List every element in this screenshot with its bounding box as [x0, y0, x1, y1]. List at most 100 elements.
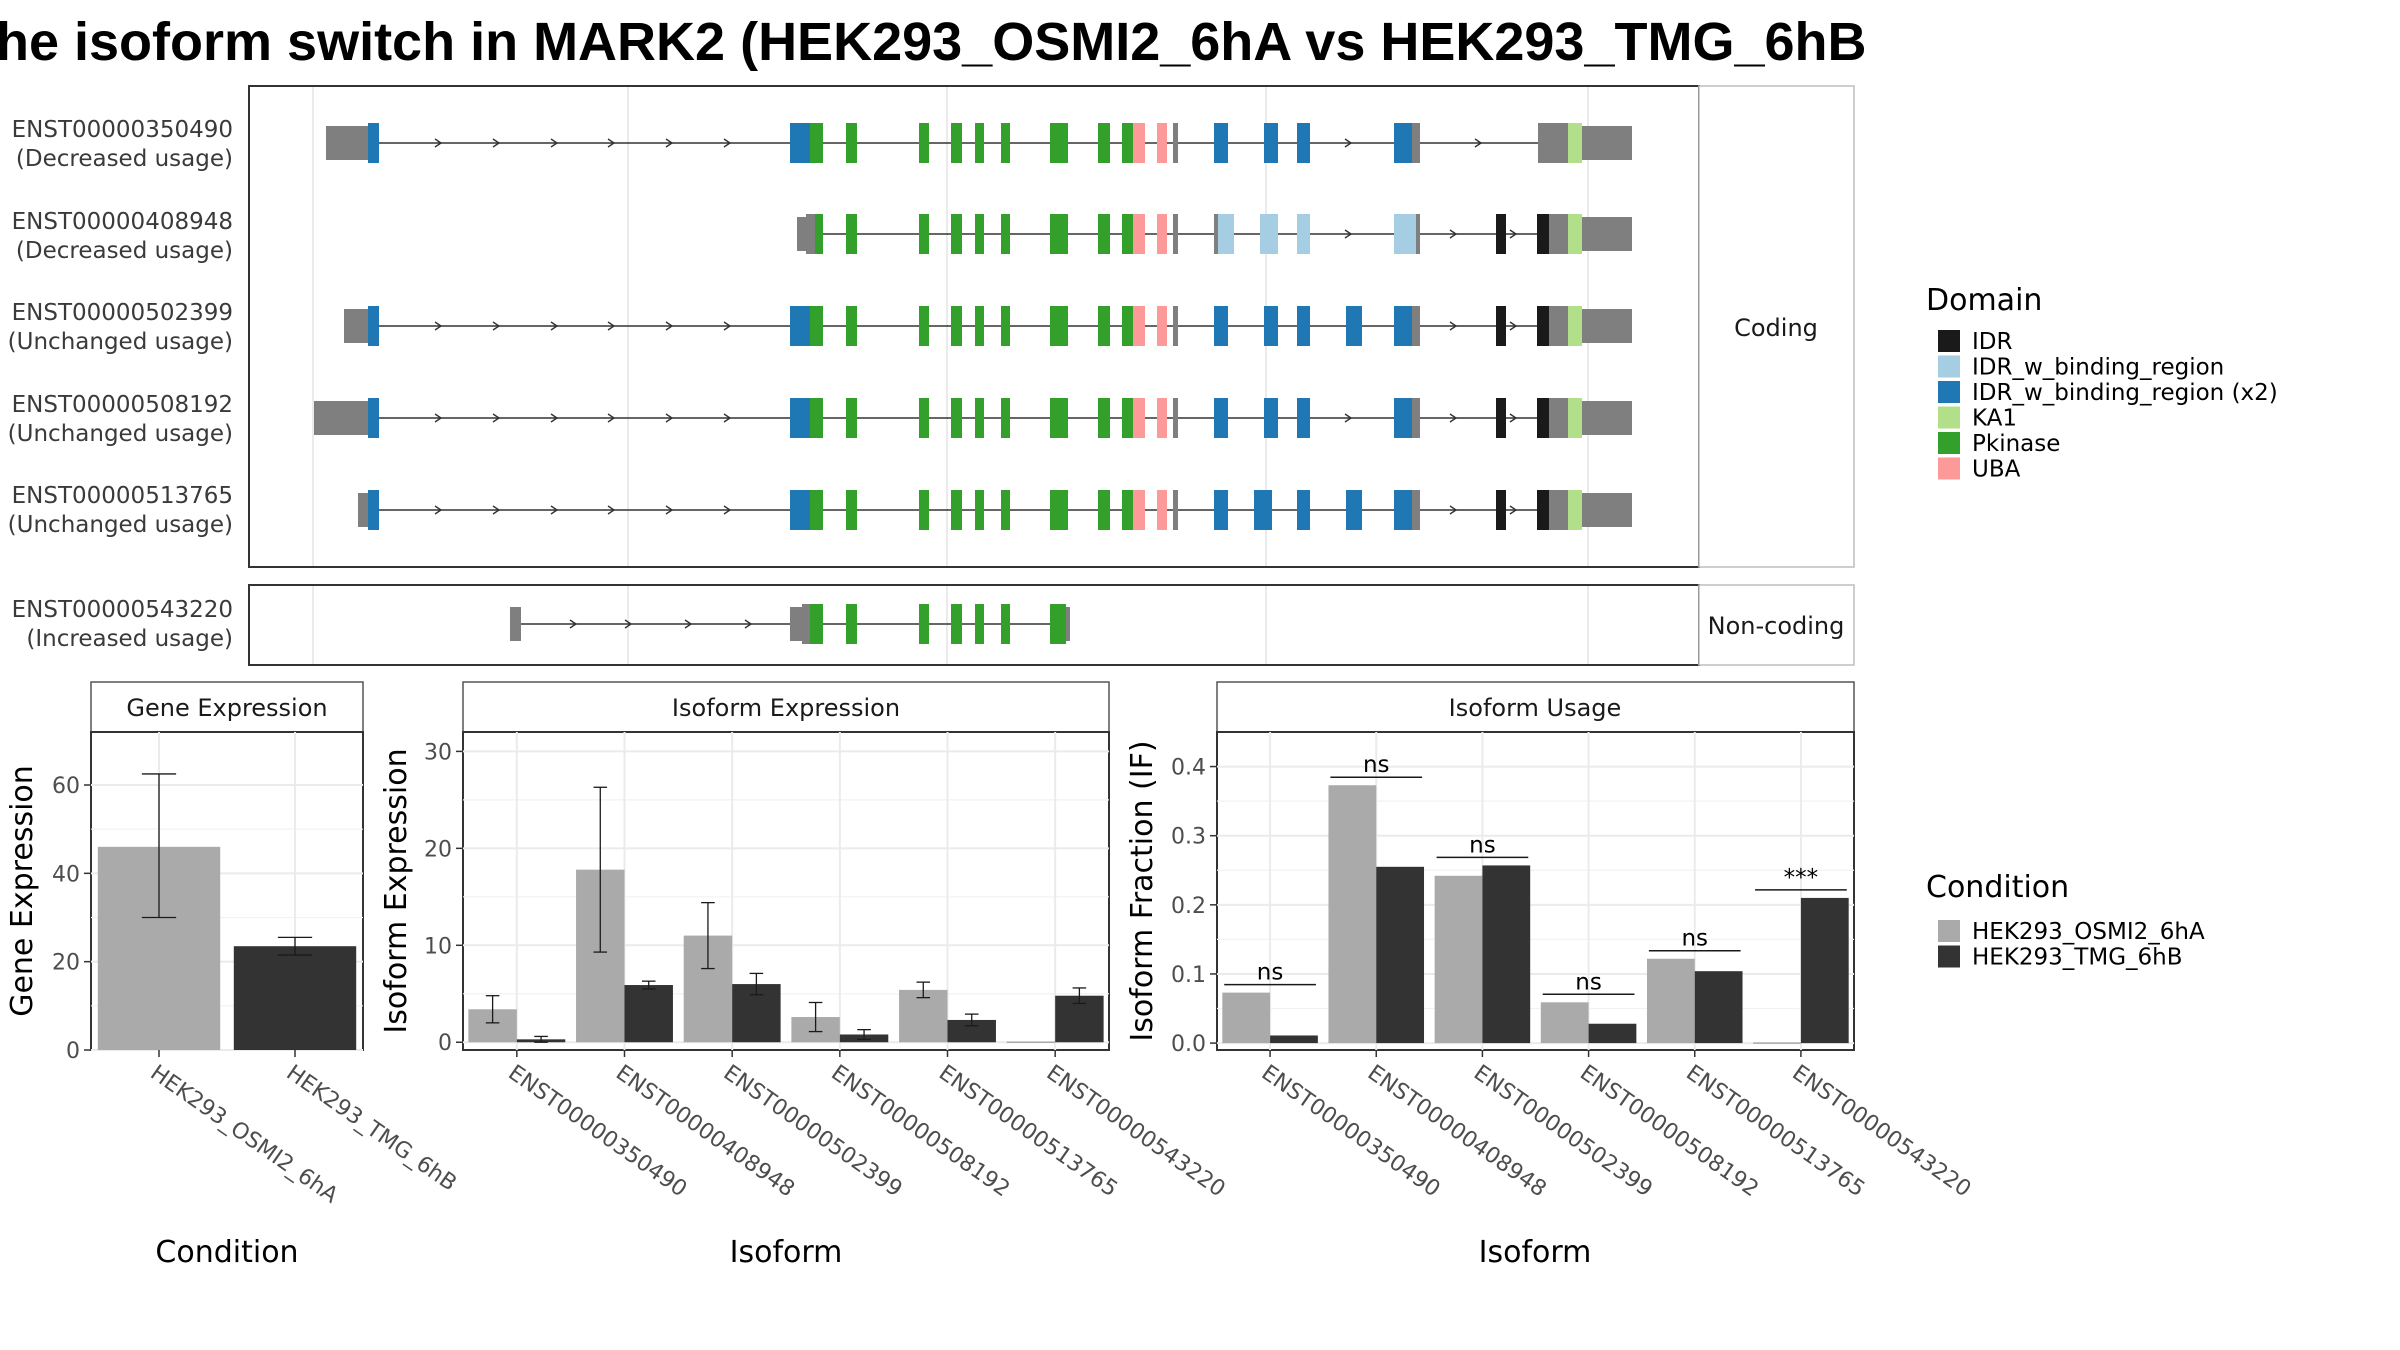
- utr-exon: [797, 217, 806, 251]
- exon-block: [1537, 490, 1549, 530]
- exon-block: [1412, 398, 1420, 438]
- exon-block: [1346, 306, 1362, 346]
- exon-block: [1562, 398, 1568, 438]
- x-tick-label: ENST00000508192: [826, 1060, 1014, 1202]
- exon-block: [1412, 490, 1420, 530]
- exon-block: [1098, 123, 1110, 163]
- exon-block: [1122, 214, 1133, 254]
- exon-block: [1157, 123, 1167, 163]
- direction-arrow: [744, 619, 753, 629]
- significance-label: ns: [1575, 969, 1602, 995]
- direction-arrow: [550, 413, 559, 423]
- isoform-label: ENST00000513765: [12, 483, 233, 509]
- direction-arrow: [434, 321, 443, 331]
- exon-block: [790, 123, 810, 163]
- exon-block: [1537, 398, 1549, 438]
- exon-block: [1050, 398, 1068, 438]
- utr-exon: [510, 607, 521, 641]
- significance-label: ns: [1363, 752, 1390, 778]
- exon-block: [1537, 306, 1549, 346]
- isoform-label: ENST00000408948: [12, 209, 233, 235]
- exon-block: [1001, 123, 1010, 163]
- exon-block: [919, 214, 929, 254]
- exon-block: [1122, 490, 1133, 530]
- significance-label: ns: [1469, 832, 1496, 858]
- exon-block: [1562, 123, 1568, 163]
- domain-legend-title: Domain: [1926, 283, 2042, 318]
- direction-arrow: [550, 138, 559, 148]
- direction-arrow: [624, 619, 633, 629]
- exon-block: [1254, 490, 1272, 530]
- transcript-track: [344, 306, 1632, 346]
- utr-exon: [1578, 309, 1632, 343]
- y-axis-label: Isoform Fraction (IF): [1125, 740, 1160, 1041]
- exon-block: [810, 398, 823, 438]
- y-axis-label: Gene Expression: [5, 765, 40, 1017]
- exon-block: [1394, 123, 1412, 163]
- structure-panel-noncoding: Non-coding: [248, 584, 1855, 666]
- y-tick-label: 60: [52, 774, 80, 799]
- bar: [899, 989, 948, 1043]
- direction-arrow: [1344, 138, 1353, 148]
- x-axis-label: Isoform: [1479, 1235, 1592, 1270]
- exon-block: [1214, 306, 1228, 346]
- domain-legend-key: [1938, 355, 1960, 378]
- isoform-usage-label: (Unchanged usage): [8, 512, 233, 538]
- x-tick-label: ENST00000508192: [1575, 1060, 1763, 1202]
- x-tick-label: ENST00000513765: [1681, 1060, 1869, 1202]
- direction-arrow: [723, 138, 732, 148]
- exon-block: [1264, 123, 1278, 163]
- exon-block: [846, 604, 857, 644]
- isoform-usage-strip: [1216, 681, 1855, 733]
- exon-block: [1133, 306, 1145, 346]
- bar: [1800, 897, 1849, 1044]
- exon-block: [1050, 123, 1068, 163]
- isoform-usage-label: (Unchanged usage): [8, 421, 233, 447]
- significance-label: ns: [1257, 960, 1284, 986]
- exon-block: [1122, 123, 1133, 163]
- exon-block: [846, 123, 857, 163]
- direction-arrow: [492, 505, 501, 515]
- structure-gridlines-noncoding: [312, 586, 1589, 664]
- transcript-track: [358, 490, 1632, 530]
- bar: [1588, 1023, 1637, 1044]
- exon-block: [1133, 490, 1145, 530]
- bar: [1328, 785, 1377, 1044]
- isoform-expression-strip: [462, 681, 1110, 733]
- y-tick-label: 0: [438, 1031, 452, 1056]
- isoform-usage-label: (Decreased usage): [16, 146, 233, 172]
- exon-block: [951, 306, 962, 346]
- bar: [1482, 865, 1531, 1044]
- exon-block: [810, 306, 823, 346]
- bar: [1222, 992, 1271, 1044]
- exon-block: [1568, 490, 1582, 530]
- exon-block: [1496, 306, 1506, 346]
- exon-block: [1050, 214, 1068, 254]
- isoform-usage-strip-label: Isoform Usage: [1449, 694, 1622, 722]
- direction-arrow: [1344, 229, 1353, 239]
- exon-block: [1157, 490, 1167, 530]
- exon-block: [1394, 306, 1412, 346]
- utr-exon: [1578, 126, 1632, 160]
- exon-block: [846, 214, 857, 254]
- figure-title: he isoform switch in MARK2 (HEK293_OSMI2…: [0, 12, 1867, 72]
- direction-arrow: [1509, 505, 1518, 515]
- y-tick-label: 0.1: [1171, 963, 1206, 988]
- direction-arrow: [607, 413, 616, 423]
- x-axis-label: Isoform: [730, 1235, 843, 1270]
- exon-block: [810, 123, 823, 163]
- direction-arrow: [723, 321, 732, 331]
- exon-block: [846, 490, 857, 530]
- condition-legend-label: HEK293_TMG_6hB: [1972, 945, 2183, 971]
- utr-exon: [1578, 401, 1632, 435]
- exon-block: [790, 306, 810, 346]
- exon-block: [1214, 398, 1228, 438]
- exon-block: [1346, 490, 1362, 530]
- exon-block: [1173, 490, 1178, 530]
- isoform-usage-panel: Isoform Usage 0.0 0.1 0.2 0.3 0.4 ns ns ns ns ns *…: [1125, 681, 1975, 1270]
- exon-block: [975, 490, 984, 530]
- transcript-track: [510, 604, 1070, 644]
- exon-block: [1549, 306, 1562, 346]
- exon-block: [1496, 490, 1506, 530]
- exon-block: [1214, 214, 1218, 254]
